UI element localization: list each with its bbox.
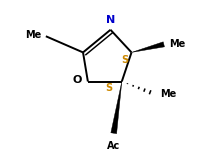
Text: S: S bbox=[122, 55, 129, 66]
Polygon shape bbox=[131, 42, 164, 52]
Text: Ac: Ac bbox=[107, 141, 120, 151]
Text: S: S bbox=[105, 83, 112, 93]
Text: Me: Me bbox=[25, 30, 41, 40]
Text: O: O bbox=[72, 75, 81, 85]
Polygon shape bbox=[111, 82, 122, 134]
Text: N: N bbox=[106, 15, 115, 25]
Text: Me: Me bbox=[161, 89, 177, 99]
Text: Me: Me bbox=[169, 39, 185, 49]
